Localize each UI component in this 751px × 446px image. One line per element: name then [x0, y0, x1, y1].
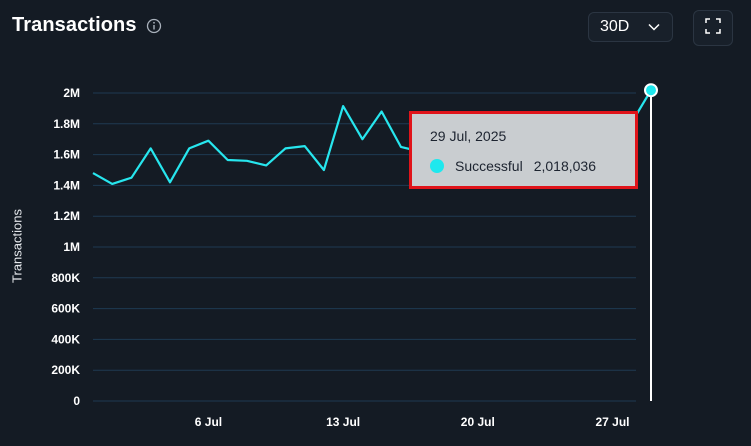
x-tick-label: 27 Jul — [596, 415, 630, 429]
y-tick-label: 1M — [63, 240, 80, 254]
chart-header: Transactions — [12, 14, 162, 37]
x-tick-label: 6 Jul — [195, 415, 222, 429]
hover-point-marker[interactable] — [644, 83, 658, 98]
y-tick-label: 1.8M — [53, 117, 80, 131]
info-icon[interactable] — [146, 18, 162, 34]
tooltip-series-name: Successful — [455, 158, 523, 174]
tooltip-value: 2,018,036 — [533, 158, 596, 174]
y-tick-label: 1.4M — [53, 178, 80, 192]
chevron-down-icon — [648, 18, 660, 36]
y-tick-label: 2M — [63, 86, 80, 100]
y-tick-label: 800K — [51, 271, 80, 285]
time-range-select[interactable]: 30D — [588, 12, 673, 42]
x-tick-label: 20 Jul — [461, 415, 495, 429]
tooltip-series-row: Successful 2,018,036 — [430, 158, 596, 174]
tooltip-date: 29 Jul, 2025 — [430, 128, 507, 144]
series-color-dot — [430, 159, 444, 173]
x-tick-label: 13 Jul — [326, 415, 360, 429]
y-tick-label: 200K — [51, 363, 80, 377]
y-tick-label: 1.6M — [53, 148, 80, 162]
fullscreen-button[interactable] — [693, 10, 733, 46]
y-tick-label: 600K — [51, 302, 80, 316]
y-tick-label: 0 — [73, 394, 80, 408]
y-tick-label: 1.2M — [53, 209, 80, 223]
time-range-value: 30D — [600, 18, 630, 35]
fullscreen-icon — [705, 17, 721, 39]
y-tick-label: 400K — [51, 332, 80, 346]
chart-title: Transactions — [12, 14, 137, 36]
chart-tooltip: 29 Jul, 2025 Successful 2,018,036 — [409, 111, 638, 189]
